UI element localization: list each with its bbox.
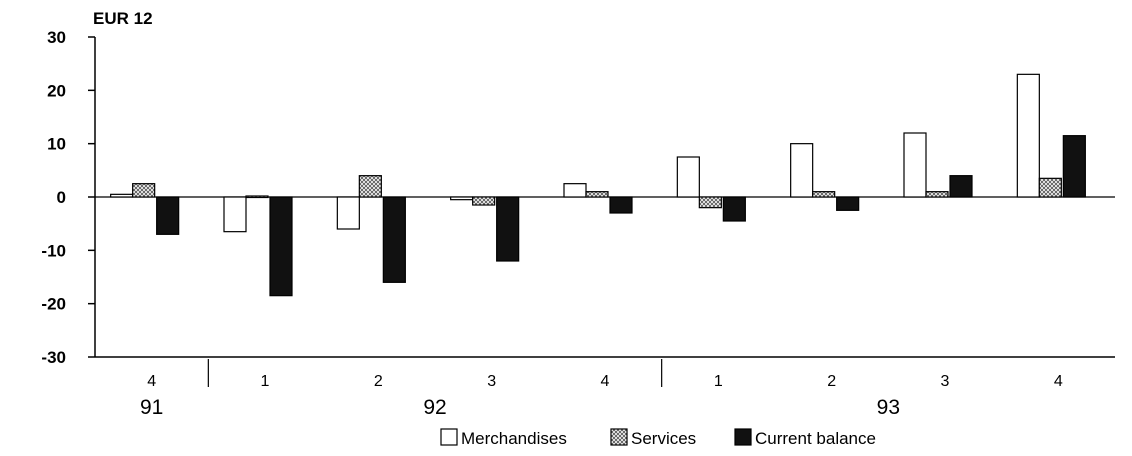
- bar-merchandises: [676, 156, 700, 198]
- bar-current-balance: [382, 196, 406, 283]
- bar-current-balance: [609, 196, 633, 214]
- bar-services: [245, 195, 269, 199]
- y-axis-ticks: 30 20 10 0 -10 -20 -30: [41, 28, 95, 367]
- y-tick-label: 0: [57, 188, 66, 207]
- bar-merchandises: [336, 196, 360, 230]
- bar-current-balance: [949, 175, 973, 198]
- bar-merchandises: [903, 132, 927, 198]
- y-tick-label: -30: [41, 348, 66, 367]
- x-tick-label: 1: [261, 373, 270, 390]
- bar-merchandises: [223, 196, 247, 233]
- x-tick-label: 4: [601, 373, 610, 390]
- year-label: 91: [140, 396, 163, 419]
- bar-services: [925, 191, 949, 198]
- bar-current-balance: [722, 196, 746, 222]
- y-tick-label: 20: [47, 81, 66, 100]
- x-tick-label: 3: [487, 373, 496, 390]
- bars: [110, 73, 1086, 297]
- bar-services: [472, 196, 496, 206]
- x-tick-label: 4: [1054, 373, 1063, 390]
- bar-services: [698, 196, 722, 209]
- unit-label: EUR 12: [93, 9, 153, 28]
- bar-services: [585, 191, 609, 198]
- bar-merchandises: [563, 183, 587, 198]
- x-tick-label: 2: [827, 373, 836, 390]
- y-tick-label: 10: [47, 135, 66, 154]
- bar-services: [358, 175, 382, 198]
- y-tick-label: 30: [47, 28, 66, 47]
- x-axis-labels: 4 1 2 3 4 1 2 3 4 91 92 93: [140, 359, 1063, 419]
- year-label: 93: [877, 396, 900, 419]
- legend-label: Services: [631, 429, 696, 448]
- x-tick-label: 1: [714, 373, 723, 390]
- bar-services: [812, 191, 836, 198]
- bar-merchandises: [1016, 73, 1040, 198]
- bar-merchandises: [790, 143, 814, 198]
- bar-current-balance: [836, 196, 860, 211]
- legend-swatch: [440, 428, 458, 446]
- x-tick-label: 2: [374, 373, 383, 390]
- x-tick-label: 4: [147, 373, 156, 390]
- y-tick-label: -10: [41, 241, 66, 260]
- legend-label: Merchandises: [461, 429, 567, 448]
- legend: Merchandises Services Current balance: [440, 428, 876, 448]
- x-tick-label: 3: [941, 373, 950, 390]
- legend-swatch: [610, 428, 628, 446]
- year-label: 92: [423, 396, 446, 419]
- bar-services: [132, 183, 156, 198]
- y-tick-label: -20: [41, 295, 66, 314]
- legend-swatch: [734, 428, 752, 446]
- bar-services: [1038, 177, 1062, 198]
- bar-current-balance: [156, 196, 180, 235]
- bar-merchandises: [450, 196, 474, 201]
- legend-label: Current balance: [755, 429, 876, 448]
- bar-current-balance: [1062, 135, 1086, 198]
- bar-current-balance: [496, 196, 520, 262]
- bar-merchandises: [110, 193, 134, 198]
- bar-current-balance: [269, 196, 293, 297]
